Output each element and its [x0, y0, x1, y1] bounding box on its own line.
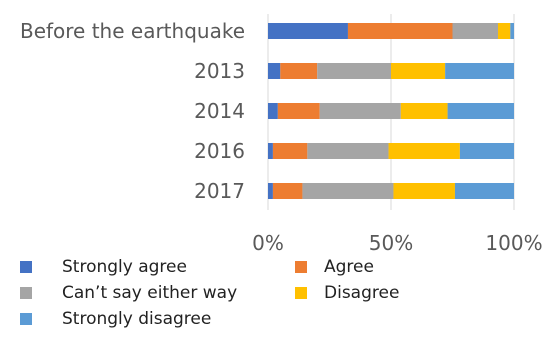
legend-swatch — [20, 313, 32, 325]
bar-segment — [388, 143, 460, 159]
category-label: 2014 — [194, 99, 245, 123]
bar-segment — [272, 183, 303, 199]
bar-segment — [445, 63, 514, 79]
legend-item: Strongly disagree — [20, 309, 212, 329]
bar-segment — [307, 143, 389, 159]
bar-segment — [498, 23, 511, 39]
legend: Strongly agree Agree Can’t say either way D… — [0, 255, 555, 340]
legend-item: Strongly agree — [20, 257, 187, 277]
legend-label: Strongly agree — [62, 257, 187, 277]
x-tick-label: 0% — [252, 231, 284, 255]
bar-segment — [391, 63, 446, 79]
bar-segment — [268, 183, 273, 199]
bar-segment — [268, 103, 278, 119]
x-tick-label: 100% — [485, 231, 542, 255]
legend-label: Strongly disagree — [62, 309, 212, 329]
legend-label: Can’t say either way — [62, 283, 238, 303]
legend-swatch — [295, 287, 307, 299]
legend-swatch — [20, 287, 32, 299]
bar-segment — [302, 183, 394, 199]
bar-segment — [277, 103, 320, 119]
bar-segment — [268, 23, 348, 39]
x-tick-label: 50% — [369, 231, 413, 255]
bar-segment — [393, 183, 455, 199]
bar-segment — [459, 143, 514, 159]
bar-segment — [268, 143, 273, 159]
legend-item: Can’t say either way — [20, 283, 238, 303]
category-label: Before the earthquake — [20, 19, 245, 43]
bar-segment — [268, 63, 281, 79]
bar-segment — [347, 23, 453, 39]
legend-item: Disagree — [295, 283, 400, 303]
bar-segment — [317, 63, 391, 79]
bar-segment — [400, 103, 448, 119]
stacked-bar-chart: Before the earthquake 2013 2014 2016 2017 0%… — [20, 14, 543, 255]
category-label: 2017 — [194, 179, 245, 203]
category-labels: Before the earthquake 2013 2014 2016 2017 — [20, 19, 245, 203]
x-tick-labels: 0% 50% 100% — [252, 231, 542, 255]
bar-segment — [510, 23, 514, 39]
bars — [268, 23, 514, 199]
bar-segment — [452, 23, 499, 39]
category-label: 2013 — [194, 59, 245, 83]
bar-segment — [280, 63, 318, 79]
bar-segment — [447, 103, 514, 119]
category-label: 2016 — [194, 139, 245, 163]
legend-label: Agree — [324, 257, 374, 277]
bar-segment — [272, 143, 308, 159]
legend-item: Agree — [295, 257, 374, 277]
bar-segment — [454, 183, 514, 199]
legend-label: Disagree — [324, 283, 400, 303]
legend-swatch — [295, 261, 307, 273]
bar-segment — [319, 103, 401, 119]
legend-swatch — [20, 261, 32, 273]
